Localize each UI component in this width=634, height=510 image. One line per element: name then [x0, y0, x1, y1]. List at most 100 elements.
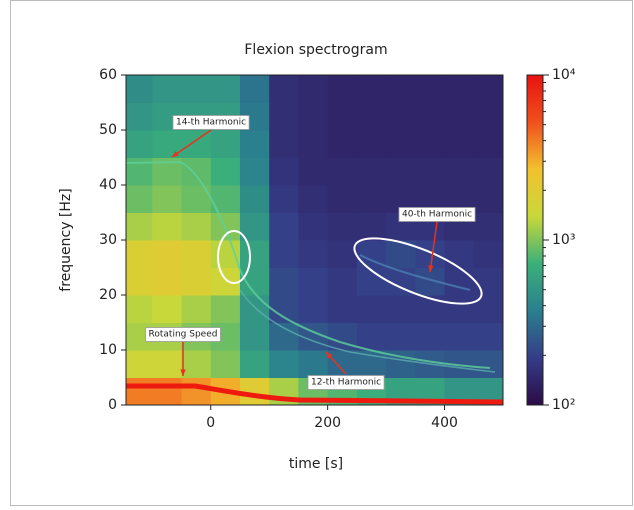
- heatmap-cell: [210, 350, 241, 378]
- highlight-ellipse: [217, 230, 251, 284]
- harmonic-curve: [239, 289, 496, 373]
- heatmap-cell: [126, 377, 153, 405]
- heatmap-cell: [415, 102, 446, 131]
- y-axis-label: frequency [Hz]: [58, 188, 74, 291]
- heatmap-cell: [126, 295, 153, 323]
- heatmap-cell: [269, 295, 299, 323]
- heatmap-cell: [210, 240, 241, 268]
- heatmap-cell: [327, 212, 358, 241]
- heatmap-cell: [181, 350, 212, 378]
- heatmap-cell: [152, 295, 183, 323]
- heatmap-cell: [239, 295, 270, 323]
- heatmap-cell: [239, 377, 270, 405]
- heatmap-cell: [356, 130, 387, 158]
- annotation-box: [172, 115, 250, 130]
- heatmap-cell: [269, 322, 299, 351]
- heatmap-cell: [386, 102, 416, 131]
- heatmap-cell: [239, 267, 270, 296]
- heatmap-cell: [239, 322, 270, 351]
- chart-title: Flexion spectrogram: [244, 42, 387, 58]
- heatmap-cell: [181, 185, 212, 213]
- heatmap-cell: [126, 212, 153, 241]
- heatmap-cell: [210, 267, 241, 296]
- heatmap-cell: [152, 267, 183, 296]
- annotation-arrowhead: [172, 151, 179, 157]
- heatmap-cell: [298, 102, 329, 131]
- y-tick-label: 20: [99, 287, 117, 303]
- heatmap-cell: [356, 322, 387, 351]
- heatmap-cell: [298, 157, 329, 186]
- heatmap-cell: [269, 130, 299, 158]
- heatmap-cell: [444, 240, 475, 268]
- heatmap-cell: [473, 212, 503, 241]
- heatmap-cell: [415, 295, 446, 323]
- heatmap-cell: [181, 377, 212, 405]
- highlight-ellipse: [353, 237, 483, 305]
- heatmap-cell: [126, 267, 153, 296]
- heatmap-cell: [239, 350, 270, 378]
- heatmap-cell: [152, 350, 183, 378]
- heatmap-cell: [473, 267, 503, 296]
- heatmap-cell: [327, 350, 358, 378]
- heatmap-cell: [269, 267, 299, 296]
- heatmap-cell: [152, 75, 183, 103]
- heatmap-cell: [298, 75, 329, 103]
- heatmap-cell: [356, 75, 387, 103]
- heatmap-cell: [415, 322, 446, 351]
- heatmap-cell: [327, 240, 358, 268]
- heatmap-cell: [269, 75, 299, 103]
- heatmap-cell: [327, 102, 358, 131]
- annotation-arrowhead: [428, 265, 434, 272]
- heatmap-cell: [444, 267, 475, 296]
- heatmap-cell: [239, 212, 270, 241]
- heatmap-cell: [181, 75, 212, 103]
- heatmap-cell: [356, 157, 387, 186]
- heatmap-cell: [181, 157, 212, 186]
- heatmap-cell: [298, 212, 329, 241]
- annotation-text: 14-th Harmonic: [176, 118, 246, 128]
- y-tick-label: 10: [99, 342, 117, 358]
- annotation-arrow: [429, 221, 438, 273]
- heatmap-cell: [269, 240, 299, 268]
- heatmap-cell: [181, 212, 212, 241]
- heatmap-cell: [181, 267, 212, 296]
- heatmap-cell: [473, 322, 503, 351]
- x-tick-label: 200: [314, 415, 341, 431]
- heatmap-cell: [473, 75, 503, 103]
- heatmap-cell: [210, 157, 241, 186]
- heatmap-cell: [473, 240, 503, 268]
- heatmap-cell: [239, 157, 270, 186]
- heatmap-cell: [126, 240, 153, 268]
- heatmap-cell: [444, 322, 475, 351]
- heatmap-cell: [298, 267, 329, 296]
- annotation-arrow: [171, 129, 212, 158]
- heatmap-cell: [152, 377, 183, 405]
- harmonic-curve: [359, 254, 471, 291]
- heatmap-cell: [415, 130, 446, 158]
- heatmap-cell: [298, 185, 329, 213]
- features: [126, 160, 503, 405]
- x-axis-label: time [s]: [289, 456, 343, 472]
- heatmap-cell: [298, 295, 329, 323]
- heatmap-cell: [298, 350, 329, 378]
- colorbar: [526, 74, 544, 406]
- heatmap-cell: [181, 130, 212, 158]
- heatmap-cell: [181, 295, 212, 323]
- heatmap-cell: [210, 75, 241, 103]
- heatmap-cell: [386, 75, 416, 103]
- annotation-text: 12-th Harmonic: [311, 378, 381, 388]
- heatmap-cell: [152, 212, 183, 241]
- heatmap-cell: [356, 102, 387, 131]
- annotation-box: [145, 327, 221, 342]
- x-tick-label: 400: [431, 415, 458, 431]
- annotation-arrowhead: [326, 352, 333, 359]
- y-tick-label: 40: [99, 177, 117, 193]
- harmonic-curve: [126, 160, 491, 369]
- annotation-box: [307, 375, 385, 390]
- heatmap-cell: [126, 102, 153, 131]
- heatmap-cell: [356, 212, 387, 241]
- heatmap-cell: [356, 267, 387, 296]
- y-tick-label: 0: [108, 397, 117, 413]
- annotation-text: 40-th Harmonic: [402, 210, 472, 220]
